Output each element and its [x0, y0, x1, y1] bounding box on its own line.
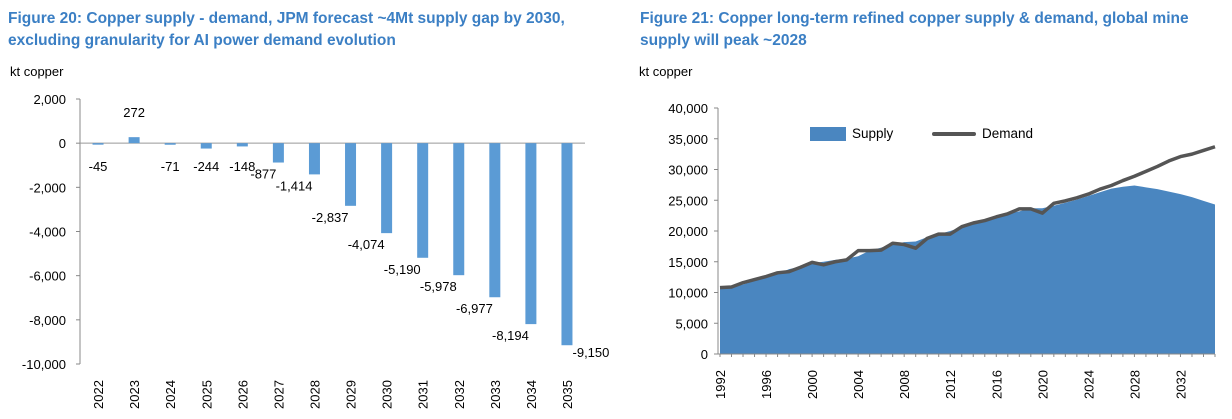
- y-tick-label: 25,000: [668, 193, 708, 208]
- legend-supply: Supply: [810, 126, 893, 141]
- bar: [128, 137, 140, 144]
- legend-supply-label: Supply: [852, 126, 894, 141]
- x-tick-label: 2028: [307, 380, 322, 409]
- x-tick-label: 2026: [235, 380, 250, 409]
- right-chart-title: Figure 21: Copper long-term refined copp…: [640, 10, 1189, 49]
- right-y-unit-label: kt copper: [639, 64, 693, 79]
- area-chart-svg: 0 5,000 10,000 15,000 20,000 25,000 30,000 35,0…: [668, 101, 1216, 399]
- x-tick-label: 2024: [1081, 370, 1096, 399]
- y-tick-label: 5,000: [675, 316, 708, 331]
- x-tick-label: 2000: [805, 370, 820, 399]
- x-tick-label: 2029: [344, 380, 359, 409]
- bar: [200, 143, 212, 149]
- bar-data-label: -71: [161, 159, 180, 174]
- x-tick-label: 2032: [452, 380, 467, 409]
- left-chart-title: Figure 20: Copper supply - demand, JPM f…: [8, 10, 565, 49]
- y-tick-label: 40,000: [668, 101, 708, 116]
- bar-data-label: -8,194: [492, 328, 529, 343]
- bar-data-label: -877: [250, 167, 276, 182]
- bar-data-label: -2,837: [312, 210, 349, 225]
- y-tick-label: 0: [701, 347, 708, 362]
- legend-supply-swatch: [810, 126, 846, 141]
- x-tick-label: 2016: [989, 370, 1004, 399]
- demand-line: [719, 145, 1216, 290]
- bar: [272, 143, 284, 163]
- bar-data-label: -4,074: [348, 237, 385, 252]
- x-tick-label: 2032: [1173, 370, 1188, 399]
- legend-demand: Demand: [932, 126, 1033, 141]
- y-tick-label: 20,000: [668, 224, 708, 239]
- x-tick-label: 1992: [713, 370, 728, 399]
- bar: [345, 143, 357, 206]
- bar: [164, 143, 176, 145]
- bar: [92, 143, 104, 145]
- y-tick-label: -8,000: [29, 313, 66, 328]
- x-tick-label: 1996: [759, 370, 774, 399]
- x-tick-label: 2034: [524, 380, 539, 409]
- x-tick-label: 2028: [1127, 370, 1142, 399]
- y-tick-label: 10,000: [668, 286, 708, 301]
- bar-data-label: -45: [89, 159, 108, 174]
- bar: [561, 143, 573, 346]
- y-tick-label: 35,000: [668, 132, 708, 147]
- x-tick-label: 2031: [416, 380, 431, 409]
- y-tick-label: -10,000: [22, 357, 66, 372]
- bar-chart-svg: 2,000 0 -2,000 -4,000 -6,000 -8,000 -10,000 -45…: [22, 92, 610, 409]
- bar: [381, 143, 393, 234]
- bar: [236, 143, 248, 147]
- x-tick-label: 2008: [897, 370, 912, 399]
- bar-data-label: -148: [229, 159, 255, 174]
- legend-demand-swatch: [932, 131, 976, 136]
- y-tick-label: 2,000: [33, 92, 66, 107]
- y-tick-label: -2,000: [29, 180, 66, 195]
- bar: [417, 143, 429, 258]
- right-chart-panel: Figure 21: Copper long-term refined copp…: [632, 0, 1232, 419]
- bar-data-label: -244: [193, 159, 219, 174]
- x-tick-label: 2025: [199, 380, 214, 409]
- left-chart-panel: Figure 20: Copper supply - demand, JPM f…: [0, 0, 610, 419]
- bar-data-label: -6,977: [456, 301, 493, 316]
- y-tick-label: 30,000: [668, 163, 708, 178]
- bar-data-label: -1,414: [276, 178, 313, 193]
- x-tick-label: 2030: [380, 380, 395, 409]
- x-tick-label: 2022: [91, 380, 106, 409]
- x-tick-label: 2004: [851, 370, 866, 399]
- x-tick-label: 2023: [127, 380, 142, 409]
- bar-data-label: -5,190: [384, 262, 421, 277]
- bar: [489, 143, 501, 298]
- left-y-unit-label: kt copper: [10, 64, 64, 79]
- x-tick-label: 2033: [488, 380, 503, 409]
- bar: [308, 143, 320, 175]
- x-tick-label: 2035: [560, 380, 575, 409]
- x-tick-label: 2012: [943, 370, 958, 399]
- legend-demand-label: Demand: [982, 126, 1034, 141]
- y-tick-label: 15,000: [668, 255, 708, 270]
- bar: [453, 143, 465, 276]
- y-tick-label: -6,000: [29, 269, 66, 284]
- y-tick-label: -4,000: [29, 225, 66, 240]
- supply-area: [720, 185, 1215, 354]
- bar-data-label: -9,150: [573, 345, 610, 360]
- bar-data-label: -5,978: [420, 279, 457, 294]
- bar-data-label: 272: [123, 105, 145, 120]
- x-tick-label: 2024: [163, 380, 178, 409]
- y-tick-label: 0: [59, 136, 66, 151]
- x-tick-label: 2020: [1035, 370, 1050, 399]
- x-tick-label: 2027: [271, 380, 286, 409]
- bar: [525, 143, 537, 325]
